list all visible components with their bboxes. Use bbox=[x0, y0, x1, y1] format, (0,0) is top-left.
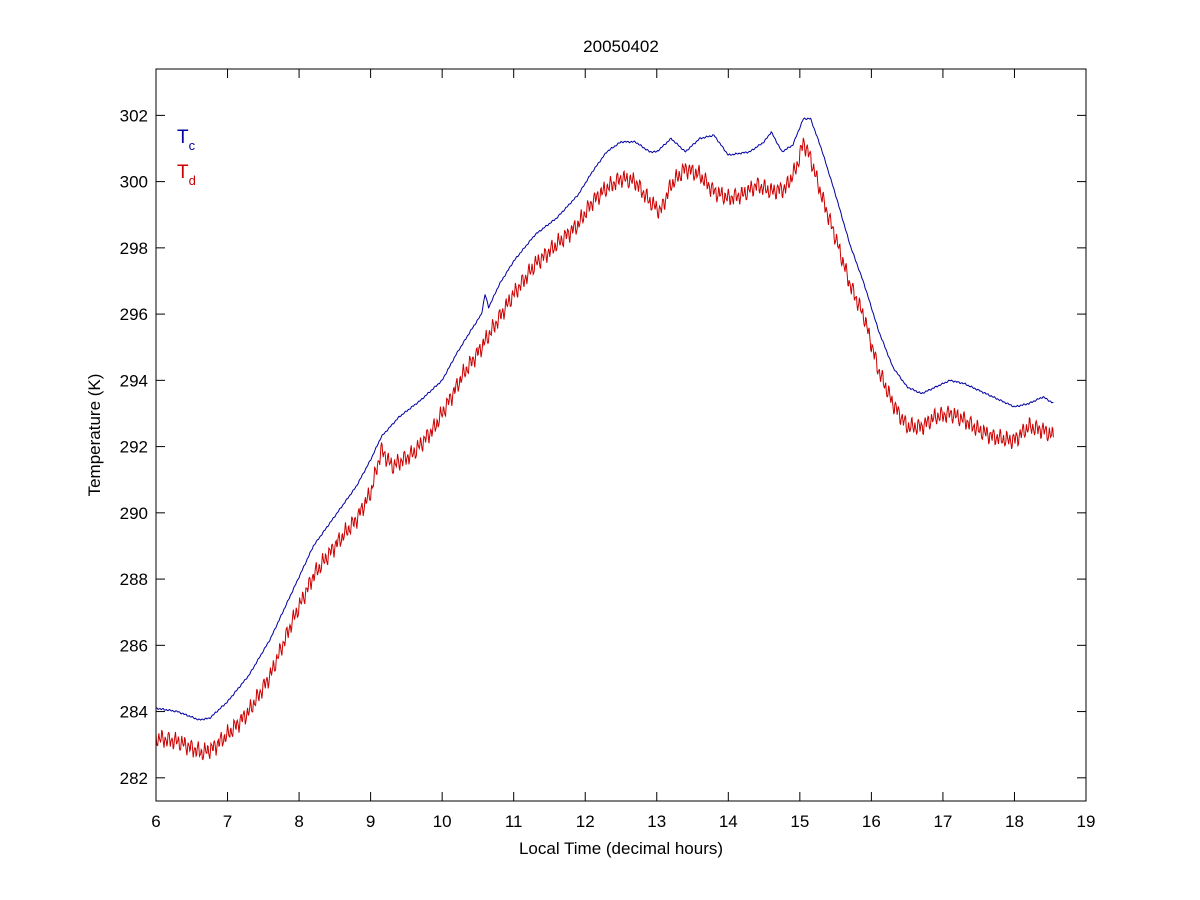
legend-tc-sub: c bbox=[189, 138, 196, 153]
y-tick-label: 284 bbox=[120, 703, 148, 722]
x-tick-label: 11 bbox=[505, 812, 523, 831]
x-axis-label: Local Time (decimal hours) bbox=[519, 839, 723, 858]
y-tick-label: 300 bbox=[120, 173, 148, 192]
x-tick-label: 14 bbox=[719, 812, 738, 831]
x-tick-label: 16 bbox=[862, 812, 881, 831]
legend-td-main: T bbox=[177, 162, 189, 183]
x-tick-label: 15 bbox=[790, 812, 809, 831]
x-tick-label: 7 bbox=[223, 812, 232, 831]
y-tick-label: 292 bbox=[120, 438, 148, 457]
series-line-tc bbox=[155, 117, 1054, 721]
y-axis-ticks: 282 284 286 288 290 292 294 296 298 300 302 bbox=[120, 106, 1086, 788]
y-tick-label: 302 bbox=[120, 106, 148, 125]
x-tick-label: 10 bbox=[433, 812, 452, 831]
chart-title: 20050402 bbox=[583, 37, 659, 56]
plot-lines bbox=[155, 117, 1054, 761]
y-tick-label: 286 bbox=[120, 636, 148, 655]
legend-tc-main: T bbox=[177, 127, 189, 148]
axes-box bbox=[155, 68, 1087, 802]
y-tick-label: 288 bbox=[120, 570, 148, 589]
y-axis-label: Temperature (K) bbox=[85, 374, 104, 497]
x-tick-label: 19 bbox=[1077, 812, 1096, 831]
legend-entry-td: Td bbox=[177, 162, 196, 188]
x-tick-label: 8 bbox=[294, 812, 303, 831]
x-axis-ticks: 6 7 8 9 10 11 12 13 14 15 16 17 18 19 bbox=[151, 69, 1095, 831]
y-tick-label: 296 bbox=[120, 305, 148, 324]
legend-entry-tc: Tc bbox=[177, 127, 196, 153]
x-tick-label: 13 bbox=[647, 812, 666, 831]
y-tick-label: 294 bbox=[120, 371, 148, 390]
x-tick-label: 12 bbox=[576, 812, 595, 831]
y-tick-label: 282 bbox=[120, 769, 148, 788]
x-tick-label: 18 bbox=[1005, 812, 1024, 831]
x-tick-label: 9 bbox=[366, 812, 375, 831]
x-tick-label: 17 bbox=[933, 812, 952, 831]
y-tick-label: 298 bbox=[120, 239, 148, 258]
series-line-td bbox=[155, 137, 1054, 761]
legend-td-sub: d bbox=[189, 173, 196, 188]
axes-background bbox=[156, 69, 1086, 801]
y-tick-label: 290 bbox=[120, 504, 148, 523]
x-tick-label: 6 bbox=[151, 812, 160, 831]
legend: Tc Td bbox=[177, 127, 196, 188]
